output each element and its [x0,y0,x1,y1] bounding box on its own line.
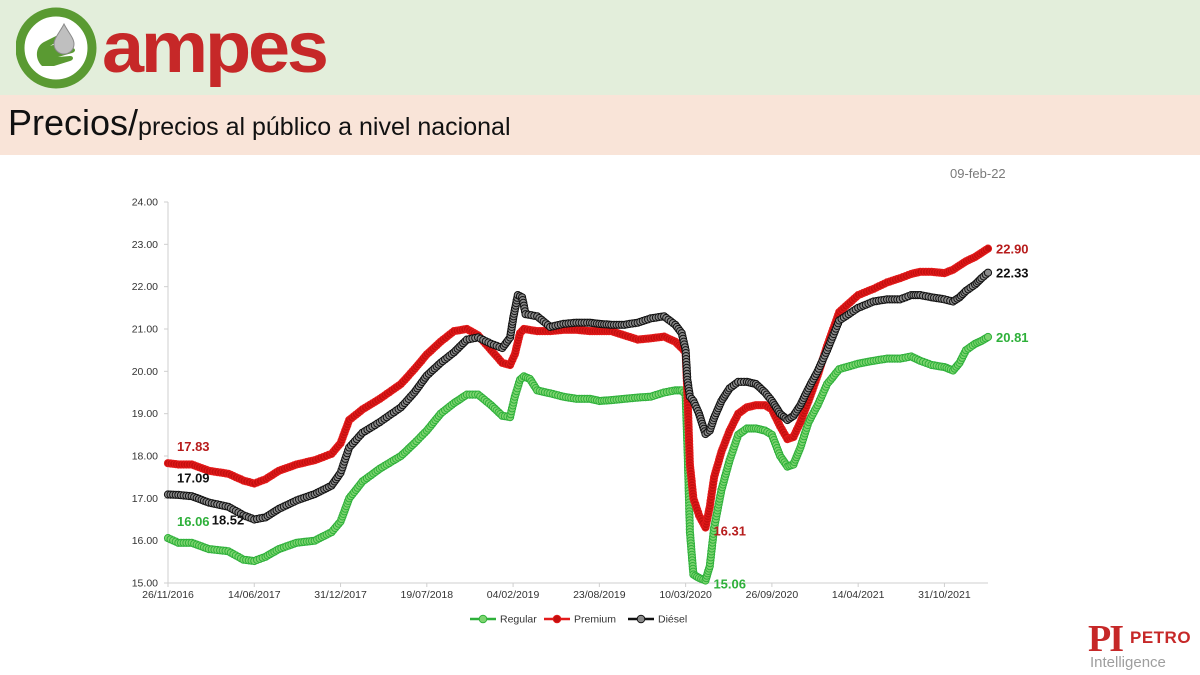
legend-label-regular: Regular [500,614,537,626]
title-band [0,95,1200,155]
y-tick-label: 19.00 [132,408,158,420]
brand-name: ampes [102,8,329,88]
data-label-diesel: 17.09 [177,471,210,486]
y-tick-label: 21.00 [132,324,158,336]
date-label: 09-feb-22 [950,166,1006,181]
legend-marker-diesel [636,614,646,624]
y-tick-label: 22.00 [132,281,158,293]
data-label-diesel: 18.52 [212,513,245,528]
data-point-premium [983,244,993,253]
page-title: Precios/precios al público a nivel nacio… [8,105,511,141]
legend-marker-regular [478,614,488,624]
x-tick-label: 04/02/2019 [487,589,540,601]
y-tick-label: 17.00 [132,493,158,505]
data-point-regular [983,332,993,342]
legend-label-diesel: Diésel [658,614,687,626]
petro-intelligence-logo: PI PETRO Intelligence [1088,618,1196,671]
legend-label-premium: Premium [574,614,616,626]
x-tick-label: 31/12/2017 [314,589,367,601]
y-tick-label: 23.00 [132,239,158,251]
data-label-regular: 20.81 [996,330,1029,345]
y-tick-label: 20.00 [132,366,158,378]
title-subtitle: precios al público a nivel nacional [138,113,511,141]
data-label-premium: 16.31 [713,524,746,539]
x-tick-label: 31/10/2021 [918,589,971,601]
data-label-regular: 15.06 [713,576,746,591]
pi-logo-mark: PI [1088,618,1124,660]
x-tick-label: 19/07/2018 [401,589,454,601]
y-tick-label: 24.00 [132,197,158,209]
header-band [0,0,1200,95]
x-tick-label: 23/08/2019 [573,589,626,601]
data-label-regular: 16.06 [177,514,210,529]
y-tick-label: 15.00 [132,578,158,590]
title-main: Precios/ [8,102,139,143]
y-tick-label: 16.00 [132,535,158,547]
data-label-premium: 17.83 [177,439,210,454]
pi-logo-petro: PETRO [1130,628,1192,647]
data-label-premium: 22.90 [996,242,1029,257]
x-tick-label: 14/04/2021 [832,589,885,601]
x-tick-label: 10/03/2020 [659,589,712,601]
hand-drop-icon [16,7,97,89]
data-label-diesel: 22.33 [996,266,1029,281]
pi-logo-intelligence: Intelligence [1090,654,1166,671]
x-tick-label: 26/09/2020 [746,589,799,601]
x-tick-label: 14/06/2017 [228,589,281,601]
data-point-diesel [983,268,993,277]
legend-marker-premium [552,614,562,624]
y-tick-label: 18.00 [132,451,158,463]
brand-logo: ampes [16,6,329,90]
x-tick-label: 26/11/2016 [142,589,194,601]
